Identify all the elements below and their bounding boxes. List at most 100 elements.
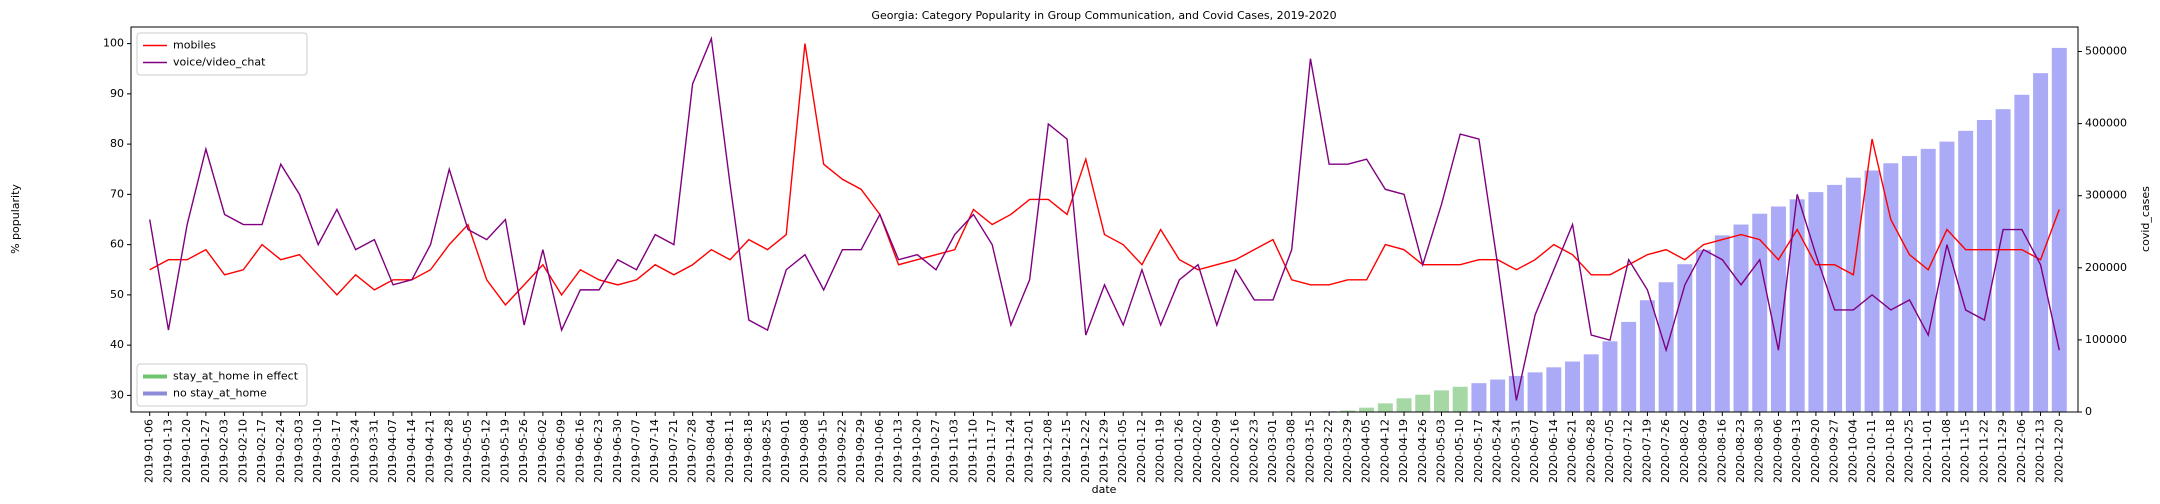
x-tick-label: 2020-11-29: [1996, 419, 2009, 483]
y-tick-label: 50: [110, 288, 124, 301]
x-tick-label: 2020-05-17: [1472, 419, 1485, 483]
bar: [1939, 141, 1955, 412]
bar: [1808, 192, 1824, 412]
x-tick-label: 2019-03-03: [292, 419, 305, 483]
x-tick-label: 2019-08-25: [761, 419, 774, 483]
bar: [1827, 184, 1843, 412]
x-tick-label: 2020-07-05: [1603, 419, 1616, 483]
x-tick-label: 2019-08-11: [723, 419, 736, 483]
x-tick-label: 2019-06-30: [611, 419, 624, 483]
bar: [1546, 367, 1562, 412]
bar: [1864, 170, 1880, 412]
bar: [1902, 156, 1917, 412]
legend-box: [136, 363, 308, 407]
x-tick-label: 2020-03-15: [1303, 419, 1316, 483]
x-tick-label: 2020-06-14: [1547, 419, 1560, 483]
x-tick-label: 2019-09-29: [854, 419, 867, 483]
x-tick-label: 2020-04-05: [1360, 419, 1373, 483]
x-axis-label: date: [1092, 483, 1117, 496]
bar: [1396, 398, 1412, 412]
x-tick-label: 2020-05-31: [1509, 419, 1522, 483]
bar: [1920, 148, 1936, 412]
y-tick-label: 100: [103, 37, 124, 50]
y2-tick-label: 0: [2085, 405, 2092, 418]
bar: [1639, 300, 1655, 412]
x-tick-label: 2020-12-20: [2052, 419, 2065, 483]
y-tick-label: 30: [110, 388, 124, 401]
x-tick-label: 2019-12-08: [1041, 419, 1054, 483]
x-tick-label: 2019-11-03: [948, 419, 961, 483]
x-tick-label: 2020-08-30: [1753, 419, 1766, 483]
bar: [1696, 249, 1712, 412]
x-tick-label: 2019-06-23: [592, 419, 605, 483]
x-tick-label: 2020-09-20: [1809, 419, 1822, 483]
x-tick-label: 2020-02-23: [1247, 419, 1260, 483]
bar: [1658, 282, 1674, 412]
bar: [1433, 390, 1449, 412]
y-tick-label: 90: [110, 87, 124, 100]
x-tick-label: 2019-03-10: [311, 419, 324, 483]
x-tick-label: 2020-07-19: [1640, 419, 1653, 483]
x-tick-label: 2019-06-09: [555, 419, 568, 483]
legend-label: mobiles: [173, 39, 216, 52]
x-tick-label: 2020-03-01: [1266, 419, 1279, 483]
x-tick-label: 2019-02-17: [255, 419, 268, 483]
x-tick-label: 2019-09-15: [817, 419, 830, 483]
bar: [1565, 361, 1581, 412]
line: [149, 35, 2060, 401]
bar: [2014, 94, 2030, 412]
bar: [1452, 386, 1468, 412]
x-tick-label: 2020-07-26: [1659, 419, 1672, 483]
bar: [1583, 354, 1599, 412]
legend-label: stay_at_home in effect: [173, 370, 299, 383]
x-tick-label: 2019-09-08: [798, 419, 811, 483]
x-tick-label: 2019-11-17: [985, 419, 998, 483]
x-tick-label: 2020-08-23: [1734, 419, 1747, 483]
x-tick-label: 2019-01-06: [143, 419, 156, 483]
legend-label: voice/video_chat: [173, 56, 266, 69]
x-tick-label: 2019-03-24: [349, 419, 362, 483]
x-tick-label: 2019-03-31: [367, 419, 380, 483]
x-tick-label: 2019-02-10: [236, 419, 249, 483]
x-tick-label: 2020-01-26: [1172, 419, 1185, 483]
x-tick-label: 2019-04-21: [424, 419, 437, 483]
x-tick-label: 2020-09-27: [1828, 419, 1841, 483]
x-tick-label: 2019-02-24: [274, 419, 287, 483]
bar: [1377, 403, 1393, 412]
x-tick-label: 2020-10-04: [1846, 419, 1859, 483]
x-tick-label: 2020-10-11: [1865, 419, 1878, 483]
y2-axis-label: covid_cases: [2139, 186, 2152, 252]
bar: [1995, 109, 2011, 412]
x-tick-label: 2020-11-22: [1977, 419, 1990, 483]
x-tick-label: 2020-11-15: [1959, 419, 1972, 483]
x-tick-label: 2019-07-14: [648, 419, 661, 483]
bar: [1714, 235, 1730, 412]
bar: [1602, 341, 1618, 412]
y2-tick-label: 100000: [2085, 333, 2127, 346]
x-tick-label: 2020-04-19: [1397, 419, 1410, 483]
x-tick-label: 2019-10-06: [873, 419, 886, 483]
x-tick-label: 2020-04-26: [1416, 419, 1429, 483]
x-tick-label: 2020-01-05: [1116, 419, 1129, 483]
x-tick-label: 2019-03-17: [330, 419, 343, 483]
x-tick-label: 2020-04-12: [1378, 419, 1391, 483]
x-tick-label: 2020-03-08: [1285, 419, 1298, 483]
y-tick-label: 60: [110, 238, 124, 251]
x-tick-label: 2020-02-09: [1210, 419, 1223, 483]
x-tick-label: 2020-01-19: [1154, 419, 1167, 483]
bar: [1845, 177, 1861, 412]
x-tick-label: 2019-11-24: [1004, 419, 1017, 483]
x-tick-label: 2019-04-28: [442, 419, 455, 483]
bar: [1359, 407, 1375, 412]
x-tick-label: 2020-05-10: [1453, 419, 1466, 483]
x-tick-label: 2020-02-02: [1191, 419, 1204, 483]
y-axis-label: % popularity: [9, 184, 22, 254]
y-tick-label: 40: [110, 338, 124, 351]
x-tick-label: 2019-06-16: [573, 419, 586, 483]
bar: [1415, 394, 1431, 412]
y2-tick-label: 400000: [2085, 117, 2127, 130]
x-tick-label: 2019-12-15: [1060, 419, 1073, 483]
bar: [1976, 120, 1992, 412]
x-tick-label: 2019-06-02: [536, 419, 549, 483]
x-tick-label: 2020-06-28: [1584, 419, 1597, 483]
